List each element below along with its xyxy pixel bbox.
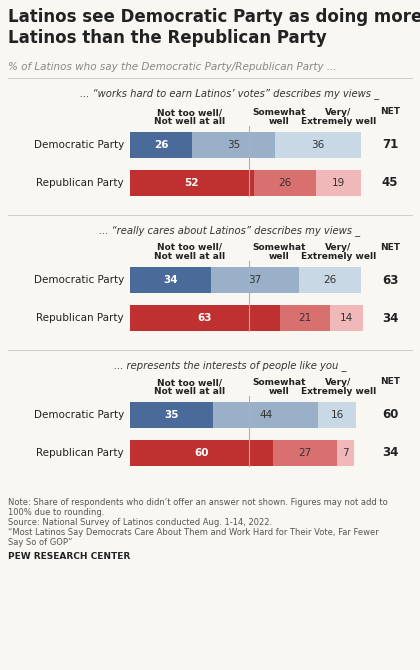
Text: Note: Share of respondents who didn’t offer an answer not shown. Figures may not: Note: Share of respondents who didn’t of… [8, 498, 388, 507]
Bar [130, 402, 213, 428]
Text: 21: 21 [298, 313, 312, 323]
Text: Not too well/: Not too well/ [157, 108, 222, 117]
Text: 37: 37 [248, 275, 262, 285]
Bar [254, 170, 316, 196]
Bar [130, 440, 273, 466]
Text: Very/: Very/ [325, 378, 352, 387]
Text: PEW RESEARCH CENTER: PEW RESEARCH CENTER [8, 552, 130, 561]
Text: Republican Party: Republican Party [37, 448, 124, 458]
Text: 44: 44 [259, 410, 272, 420]
Text: NET: NET [380, 107, 400, 117]
Text: 7: 7 [342, 448, 349, 458]
Text: 36: 36 [311, 140, 325, 150]
Bar [130, 132, 192, 158]
Text: Not well at all: Not well at all [154, 252, 225, 261]
Text: Say So of GOP”: Say So of GOP” [8, 538, 72, 547]
Bar [337, 440, 354, 466]
Text: 60: 60 [382, 409, 398, 421]
Text: 52: 52 [185, 178, 199, 188]
Bar [273, 440, 337, 466]
Text: Not too well/: Not too well/ [157, 243, 222, 252]
Text: Extremely well: Extremely well [301, 252, 376, 261]
Text: well: well [268, 387, 289, 396]
Text: Republican Party: Republican Party [37, 313, 124, 323]
Bar [280, 305, 330, 331]
Text: Latinos see Democratic Party as doing more for
Latinos than the Republican Party: Latinos see Democratic Party as doing mo… [8, 8, 420, 47]
Bar [211, 267, 299, 293]
Text: 26: 26 [154, 140, 168, 150]
Text: ... represents the interests of people like you _: ... represents the interests of people l… [114, 360, 346, 371]
Bar [130, 305, 280, 331]
Text: Democratic Party: Democratic Party [34, 140, 124, 150]
Text: 45: 45 [382, 176, 398, 190]
Bar [275, 132, 361, 158]
Text: Not well at all: Not well at all [154, 387, 225, 396]
Text: Extremely well: Extremely well [301, 117, 376, 126]
Bar [299, 267, 361, 293]
Text: Somewhat: Somewhat [252, 378, 305, 387]
Text: 16: 16 [331, 410, 344, 420]
Text: Democratic Party: Democratic Party [34, 275, 124, 285]
Text: Somewhat: Somewhat [252, 243, 305, 252]
Bar [318, 402, 356, 428]
Text: ... “really cares about Latinos” describes my views _: ... “really cares about Latinos” describ… [100, 225, 360, 236]
Bar [192, 132, 275, 158]
Text: Very/: Very/ [325, 108, 352, 117]
Text: Democratic Party: Democratic Party [34, 410, 124, 420]
Text: well: well [268, 252, 289, 261]
Text: 35: 35 [164, 410, 179, 420]
Text: % of Latinos who say the Democratic Party/Republican Party ...: % of Latinos who say the Democratic Part… [8, 62, 336, 72]
Text: Not too well/: Not too well/ [157, 378, 222, 387]
Text: Somewhat: Somewhat [252, 108, 305, 117]
Text: 100% due to rounding.: 100% due to rounding. [8, 508, 105, 517]
Text: 71: 71 [382, 139, 398, 151]
Text: NET: NET [380, 377, 400, 387]
Text: 27: 27 [298, 448, 312, 458]
Bar [130, 170, 254, 196]
Text: 63: 63 [382, 273, 398, 287]
Bar [316, 170, 361, 196]
Text: 60: 60 [194, 448, 209, 458]
Text: 19: 19 [332, 178, 345, 188]
Text: 26: 26 [323, 275, 336, 285]
Bar [330, 305, 363, 331]
Text: 34: 34 [382, 312, 398, 324]
Text: 63: 63 [198, 313, 212, 323]
Text: 34: 34 [382, 446, 398, 460]
Text: 14: 14 [340, 313, 353, 323]
Text: 34: 34 [163, 275, 178, 285]
Bar [213, 402, 318, 428]
Text: “Most Latinos Say Democrats Care About Them and Work Hard for Their Vote, Far Fe: “Most Latinos Say Democrats Care About T… [8, 528, 379, 537]
Text: Very/: Very/ [325, 243, 352, 252]
Text: ... “works hard to earn Latinos’ votes” describes my views _: ... “works hard to earn Latinos’ votes” … [81, 88, 380, 99]
Text: well: well [268, 117, 289, 126]
Text: Extremely well: Extremely well [301, 387, 376, 396]
Bar [130, 267, 211, 293]
Text: Republican Party: Republican Party [37, 178, 124, 188]
Text: Not well at all: Not well at all [154, 117, 225, 126]
Text: 26: 26 [278, 178, 291, 188]
Text: Source: National Survey of Latinos conducted Aug. 1-14, 2022.: Source: National Survey of Latinos condu… [8, 518, 272, 527]
Text: 35: 35 [227, 140, 240, 150]
Text: NET: NET [380, 243, 400, 251]
